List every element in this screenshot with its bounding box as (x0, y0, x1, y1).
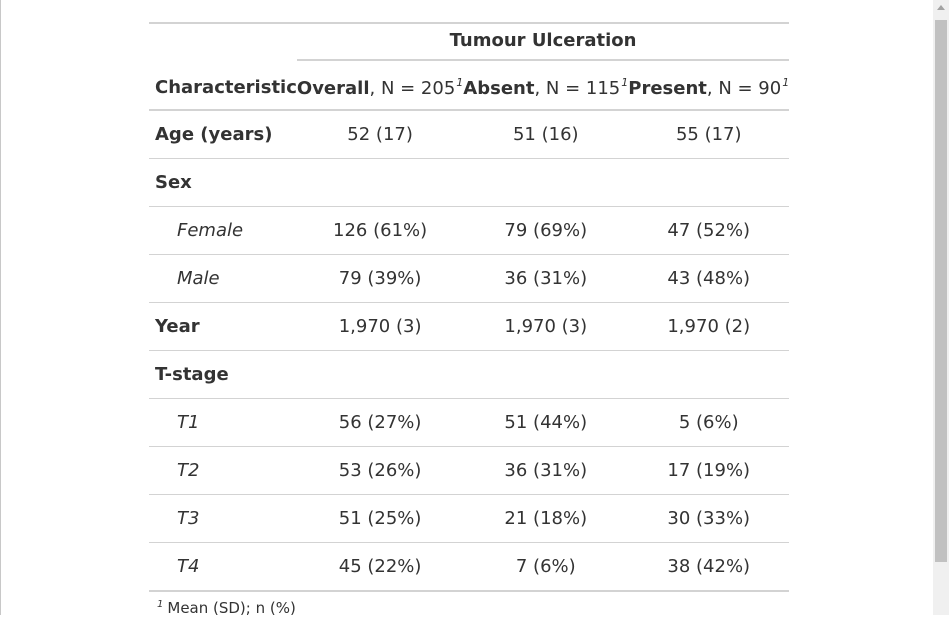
cell-present (628, 158, 790, 207)
footnote-marker: 1 (782, 76, 790, 89)
footnote-marker: 1 (157, 599, 164, 610)
spanner-header-row: Tumour Ulceration (149, 23, 790, 66)
scrollbar-thumb[interactable] (935, 20, 947, 562)
cell-present: 17 (19%) (628, 446, 790, 495)
footnote-marker: 1 (456, 76, 464, 89)
row-label: T3 (149, 494, 297, 543)
footnote-text: Mean (SD); n (%) (167, 599, 296, 617)
table-row-year: Year 1,970 (3) 1,970 (3) 1,970 (2) (149, 302, 790, 351)
table-row-sex: Sex (149, 158, 790, 207)
column-header-name: Absent (463, 78, 535, 99)
column-header-n: , N = 205 (369, 78, 456, 99)
cell-absent (463, 158, 629, 207)
row-label: T4 (149, 542, 297, 592)
cell-absent: 7 (6%) (463, 542, 629, 592)
cell-absent: 51 (16) (463, 110, 629, 159)
vertical-scrollbar[interactable] (933, 0, 949, 615)
cell-overall: 126 (61%) (296, 206, 464, 255)
cell-absent: 36 (31%) (463, 446, 629, 495)
cell-present: 47 (52%) (628, 206, 790, 255)
table-row-t1: T1 56 (27%) 51 (44%) 5 (6%) (149, 398, 790, 447)
row-label: Male (149, 254, 297, 303)
row-label: Age (years) (149, 110, 297, 159)
cell-present: 5 (6%) (628, 398, 790, 447)
cell-absent (463, 350, 629, 399)
column-header-name: Overall (296, 78, 370, 99)
cell-overall: 45 (22%) (296, 542, 464, 592)
table-footnote: 1 Mean (SD); n (%) (156, 599, 296, 617)
spanner-empty-cell (149, 23, 297, 66)
cell-present: 55 (17) (628, 110, 790, 159)
row-label: Year (149, 302, 297, 351)
row-label: Sex (149, 158, 297, 207)
spanner-cell: Tumour Ulceration (296, 23, 790, 66)
cell-present: 1,970 (2) (628, 302, 790, 351)
cell-overall: 52 (17) (296, 110, 464, 159)
cell-overall (296, 350, 464, 399)
cell-present: 30 (33%) (628, 494, 790, 543)
column-header-overall: Overall, N = 2051 (296, 66, 464, 111)
table-row-female: Female 126 (61%) 79 (69%) 47 (52%) (149, 206, 790, 255)
cell-absent: 51 (44%) (463, 398, 629, 447)
cell-absent: 79 (69%) (463, 206, 629, 255)
column-header-row: Characteristic Overall, N = 2051 Absent,… (149, 66, 790, 111)
cell-present: 38 (42%) (628, 542, 790, 592)
table-row-t-stage: T-stage (149, 350, 790, 399)
table-row-male: Male 79 (39%) 36 (31%) 43 (48%) (149, 254, 790, 303)
column-header-name: Present (628, 78, 707, 99)
row-label: T1 (149, 398, 297, 447)
table-row-t3: T3 51 (25%) 21 (18%) 30 (33%) (149, 494, 790, 543)
spanner-label: Tumour Ulceration (296, 30, 790, 61)
cell-absent: 21 (18%) (463, 494, 629, 543)
row-label: T2 (149, 446, 297, 495)
cell-absent: 36 (31%) (463, 254, 629, 303)
cell-present: 43 (48%) (628, 254, 790, 303)
row-label: Female (149, 206, 297, 255)
cell-overall: 51 (25%) (296, 494, 464, 543)
scroll-up-arrow-icon[interactable] (937, 5, 945, 10)
table-row-age: Age (years) 52 (17) 51 (16) 55 (17) (149, 110, 790, 159)
column-header-absent: Absent, N = 1151 (463, 66, 629, 111)
summary-table: Tumour Ulceration Characteristic Overall… (149, 22, 790, 592)
cell-absent: 1,970 (3) (463, 302, 629, 351)
column-header-n: , N = 115 (534, 78, 621, 99)
table-row-t4: T4 45 (22%) 7 (6%) 38 (42%) (149, 542, 790, 592)
cell-overall: 79 (39%) (296, 254, 464, 303)
cell-overall: 53 (26%) (296, 446, 464, 495)
row-label: T-stage (149, 350, 297, 399)
cell-overall: 56 (27%) (296, 398, 464, 447)
column-header-characteristic: Characteristic (149, 66, 297, 111)
cell-overall (296, 158, 464, 207)
cell-present (628, 350, 790, 399)
cell-overall: 1,970 (3) (296, 302, 464, 351)
summary-table-container: Tumour Ulceration Characteristic Overall… (149, 22, 790, 592)
footnote-marker: 1 (621, 76, 629, 89)
window-left-border (0, 0, 1, 615)
table-row-t2: T2 53 (26%) 36 (31%) 17 (19%) (149, 446, 790, 495)
column-header-n: , N = 90 (706, 78, 782, 99)
column-header-present: Present, N = 901 (628, 66, 790, 111)
